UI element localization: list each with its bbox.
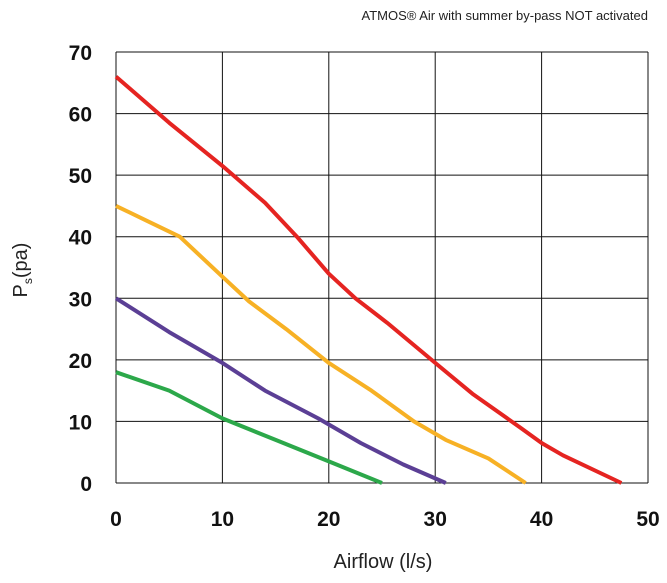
y-axis-label-subscript: s [21,278,35,284]
y-tick-label: 20 [69,350,92,373]
y-tick-label: 30 [69,288,92,311]
x-axis-ticks: 0 10 20 30 40 50 [110,508,660,531]
y-tick-label: 40 [69,227,92,250]
y-axis-ticks: 0 10 20 30 40 50 60 70 [69,42,92,496]
series-line-1 [114,75,623,485]
x-axis-label: Airflow (l/s) [334,551,433,573]
series-line-4 [115,370,383,485]
series-layer [114,75,623,485]
x-tick-label: 30 [424,508,447,531]
series-line-3 [114,296,447,485]
y-axis-label-main: P [10,284,32,297]
x-tick-label: 10 [211,508,234,531]
y-axis-label-unit: (pa) [10,243,32,279]
x-tick-label: 50 [636,508,659,531]
y-tick-label: 50 [69,165,92,188]
y-tick-label: 70 [69,42,92,65]
x-tick-label: 40 [530,508,553,531]
y-tick-label: 0 [80,473,92,496]
chart-title: ATMOS® Air with summer by-pass NOT activ… [361,8,648,23]
x-tick-label: 0 [110,508,122,531]
y-tick-label: 60 [69,104,92,127]
y-tick-label: 10 [69,411,92,434]
series-line-2 [115,204,527,485]
y-axis-label: Ps(pa) [10,243,35,298]
x-tick-label: 20 [317,508,340,531]
grid [115,51,649,484]
